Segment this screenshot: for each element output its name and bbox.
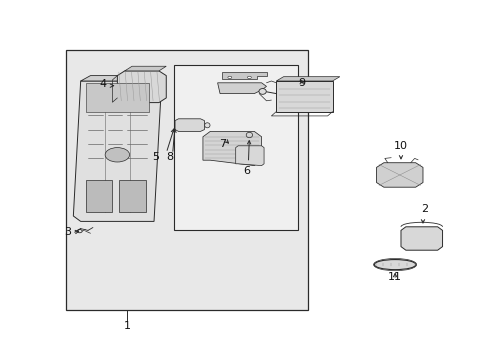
Polygon shape bbox=[203, 131, 261, 166]
Text: 2: 2 bbox=[420, 204, 427, 214]
Polygon shape bbox=[175, 119, 204, 131]
Text: 10: 10 bbox=[393, 141, 407, 151]
Polygon shape bbox=[117, 71, 166, 103]
Text: 1: 1 bbox=[123, 321, 130, 331]
Polygon shape bbox=[235, 146, 264, 166]
Polygon shape bbox=[400, 227, 442, 250]
Text: 8: 8 bbox=[166, 152, 173, 162]
Ellipse shape bbox=[259, 89, 265, 94]
Polygon shape bbox=[81, 76, 163, 81]
Polygon shape bbox=[73, 81, 161, 221]
Text: 6: 6 bbox=[243, 166, 250, 176]
Polygon shape bbox=[124, 66, 166, 71]
Bar bbox=[85, 180, 112, 212]
Text: 9: 9 bbox=[298, 78, 305, 88]
Bar bbox=[119, 180, 145, 212]
Text: 5: 5 bbox=[152, 152, 159, 162]
Bar bbox=[66, 50, 307, 310]
Text: 3: 3 bbox=[64, 227, 71, 237]
Bar bbox=[276, 81, 332, 112]
Polygon shape bbox=[376, 163, 422, 187]
Polygon shape bbox=[276, 77, 339, 81]
Polygon shape bbox=[217, 83, 266, 94]
Ellipse shape bbox=[374, 260, 415, 270]
Text: 4: 4 bbox=[99, 78, 106, 89]
Text: 7: 7 bbox=[219, 139, 225, 149]
Polygon shape bbox=[85, 83, 149, 112]
Bar bbox=[173, 65, 298, 230]
Polygon shape bbox=[222, 72, 266, 79]
Ellipse shape bbox=[247, 76, 251, 78]
Ellipse shape bbox=[227, 76, 231, 78]
Ellipse shape bbox=[105, 148, 129, 162]
Ellipse shape bbox=[204, 123, 210, 128]
Text: 11: 11 bbox=[387, 271, 401, 282]
